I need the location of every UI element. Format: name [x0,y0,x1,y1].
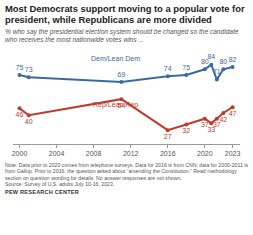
svg-text:69: 69 [118,71,126,78]
svg-text:2016: 2016 [160,150,176,157]
html-text:PEW RESEARCH CENTER: PEW RESEARCH CENTER [5,189,79,196]
svg-text:75: 75 [182,64,190,71]
svg-text:33: 33 [207,126,215,133]
html-text:Note: Data prior to 2020 comes: Note: Data prior to 2020 comes from tele… [5,162,248,181]
svg-text:2004: 2004 [49,150,65,157]
html-text:Source: Survey of U.S. adults: Source: Survey of U.S. adults July 10-16… [5,180,115,187]
svg-text:2023: 2023 [225,150,241,157]
svg-text:27: 27 [164,133,172,140]
svg-text:Rep/Lean Rep: Rep/Lean Rep [93,101,138,109]
svg-text:2012: 2012 [123,150,139,157]
html-text:% who say the presidential ele: % who say the presidential election syst… [5,28,239,43]
svg-text:42: 42 [219,116,227,123]
svg-text:2020: 2020 [197,150,213,157]
svg-text:2000: 2000 [12,150,28,157]
svg-text:54: 54 [118,102,126,109]
svg-text:80: 80 [219,58,227,65]
svg-text:75: 75 [16,64,24,71]
svg-text:37: 37 [201,121,209,128]
svg-text:73: 73 [25,66,33,73]
svg-text:80: 80 [201,58,209,65]
svg-text:46: 46 [16,111,24,118]
svg-text:74: 74 [164,65,172,72]
svg-text:40: 40 [25,118,33,125]
html-text:Most Democrats support moving: Most Democrats support moving to a popul… [5,3,245,25]
svg-text:2008: 2008 [86,150,102,157]
svg-text:71: 71 [213,68,221,75]
svg-text:84: 84 [207,53,215,60]
svg-text:47: 47 [229,110,237,117]
svg-text:Dem/Lean Dem: Dem/Lean Dem [91,55,140,62]
svg-text:37: 37 [213,121,221,128]
svg-text:82: 82 [229,56,237,63]
svg-text:32: 32 [182,127,190,134]
